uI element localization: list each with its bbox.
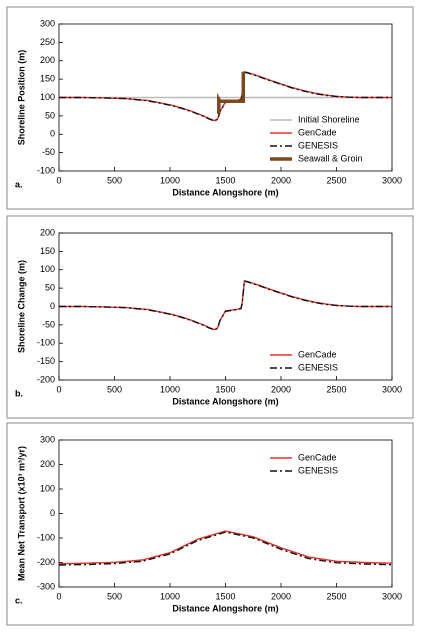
y-tick-label: 0	[50, 129, 55, 139]
panel-label: a.	[15, 179, 23, 189]
y-tick-label: -50	[42, 319, 55, 329]
legend-label: Seawall & Groin	[298, 153, 363, 163]
y-tick-label: 0	[50, 301, 55, 311]
legend-label: GenCade	[298, 349, 337, 359]
x-tick-label: 3000	[382, 175, 402, 185]
y-tick-label: -100	[37, 165, 55, 175]
y-tick-label: -100	[37, 532, 55, 542]
legend-label: GENESIS	[298, 465, 338, 475]
x-tick-label: 2500	[326, 591, 346, 601]
x-tick-label: 500	[107, 591, 122, 601]
panel-frame	[6, 6, 414, 210]
y-tick-label: -50	[42, 147, 55, 157]
y-axis-label: Shoreline Position (m)	[16, 50, 26, 146]
series-line	[59, 280, 392, 331]
y-tick-label: 200	[40, 227, 55, 237]
y-tick-label: -100	[37, 338, 55, 348]
x-tick-label: 2000	[271, 384, 291, 394]
x-tick-label: 2000	[271, 175, 291, 185]
series-line	[58, 530, 393, 565]
y-axis-label: Shoreline Change (m)	[16, 260, 26, 353]
x-axis-label: Distance Alongshore (m)	[172, 603, 278, 613]
y-tick-label: 0	[50, 508, 55, 518]
y-tick-label: 150	[40, 246, 55, 256]
series-line	[217, 71, 246, 114]
x-tick-label: 2500	[326, 384, 346, 394]
y-axis-label: Mean Net Transport (x10³ m³/yr)	[16, 446, 26, 581]
y-tick-label: 300	[40, 18, 55, 28]
x-tick-label: 0	[56, 384, 61, 394]
y-tick-label: 100	[40, 92, 55, 102]
x-tick-label: 1500	[215, 384, 235, 394]
x-tick-label: 0	[56, 175, 61, 185]
y-tick-label: 200	[40, 459, 55, 469]
y-tick-label: 50	[45, 110, 55, 120]
x-axis-label: Distance Alongshore (m)	[172, 396, 278, 406]
x-tick-label: 0	[56, 591, 61, 601]
x-tick-label: 500	[107, 175, 122, 185]
panel-label: b.	[15, 388, 23, 398]
x-tick-label: 1500	[215, 175, 235, 185]
y-tick-label: 100	[40, 264, 55, 274]
y-tick-label: -200	[37, 374, 55, 384]
x-tick-label: 2000	[271, 591, 291, 601]
x-axis-label: Distance Alongshore (m)	[172, 187, 278, 197]
y-tick-label: 100	[40, 483, 55, 493]
y-tick-label: 200	[40, 55, 55, 65]
x-tick-label: 2500	[326, 175, 346, 185]
legend-label: GENESIS	[298, 140, 338, 150]
panel-frame	[6, 215, 414, 419]
series-line	[58, 531, 393, 566]
legend-label: GENESIS	[298, 362, 338, 372]
legend-label: GenCade	[298, 452, 337, 462]
x-tick-label: 3000	[382, 591, 402, 601]
plot-area	[58, 439, 393, 588]
y-tick-label: -150	[37, 356, 55, 366]
legend-label: Initial Shoreline	[298, 114, 360, 124]
y-tick-label: 250	[40, 37, 55, 47]
y-tick-label: 50	[45, 283, 55, 293]
y-tick-label: -300	[37, 581, 55, 591]
y-tick-label: 150	[40, 74, 55, 84]
y-tick-label: -200	[37, 557, 55, 567]
y-tick-label: 300	[40, 434, 55, 444]
x-tick-label: 1000	[160, 384, 180, 394]
panel-label: c.	[15, 595, 23, 605]
x-tick-label: 1500	[215, 591, 235, 601]
panel-frame	[6, 422, 414, 626]
legend-label: GenCade	[298, 127, 337, 137]
x-tick-label: 500	[107, 384, 122, 394]
x-tick-label: 1000	[160, 175, 180, 185]
x-tick-label: 3000	[382, 384, 402, 394]
x-tick-label: 1000	[160, 591, 180, 601]
